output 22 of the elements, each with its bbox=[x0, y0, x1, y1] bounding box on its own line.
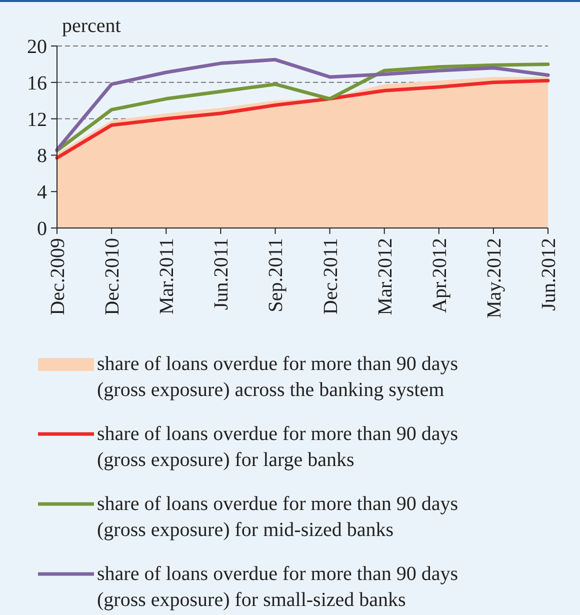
y-tick-label: 0 bbox=[37, 218, 47, 240]
x-tick-label: Mar.2012 bbox=[374, 238, 396, 316]
legend-label: share of loans overdue for more than 90 days (gross exposure) for small-sized banks bbox=[97, 563, 458, 611]
line-series bbox=[55, 78, 550, 160]
y-tick-label: 16 bbox=[27, 72, 47, 94]
x-tick-label: May.2012 bbox=[483, 238, 506, 318]
legend-label: share of loans overdue for more than 90 days (gross exposure) for large banks bbox=[97, 423, 458, 471]
legend-label: share of loans overdue for more than 90 days (gross exposure) for mid-sized banks bbox=[97, 493, 458, 541]
x-tick-label: Mar.2011 bbox=[156, 238, 178, 314]
x-tick-label: Apr.2012 bbox=[428, 238, 451, 313]
x-tick-label: Jun.2011 bbox=[210, 238, 233, 310]
x-tick-label: Dec.2011 bbox=[320, 238, 342, 314]
legend-label: share of loans overdue for more than 90 days (gross exposure) across the banking system bbox=[97, 353, 458, 401]
x-tick-label: Dec.2009 bbox=[47, 238, 69, 316]
y-tick-label: 12 bbox=[27, 108, 47, 131]
y-axis-title: percent bbox=[62, 15, 122, 37]
x-tick-label: Dec.2010 bbox=[102, 238, 124, 316]
y-tick-label: 20 bbox=[27, 36, 47, 58]
y-tick-label: 8 bbox=[37, 145, 47, 168]
y-tick-label: 4 bbox=[37, 182, 47, 204]
x-tick-label: Sep.2011 bbox=[265, 238, 288, 312]
x-tick-label: Jun.2012 bbox=[538, 238, 560, 311]
